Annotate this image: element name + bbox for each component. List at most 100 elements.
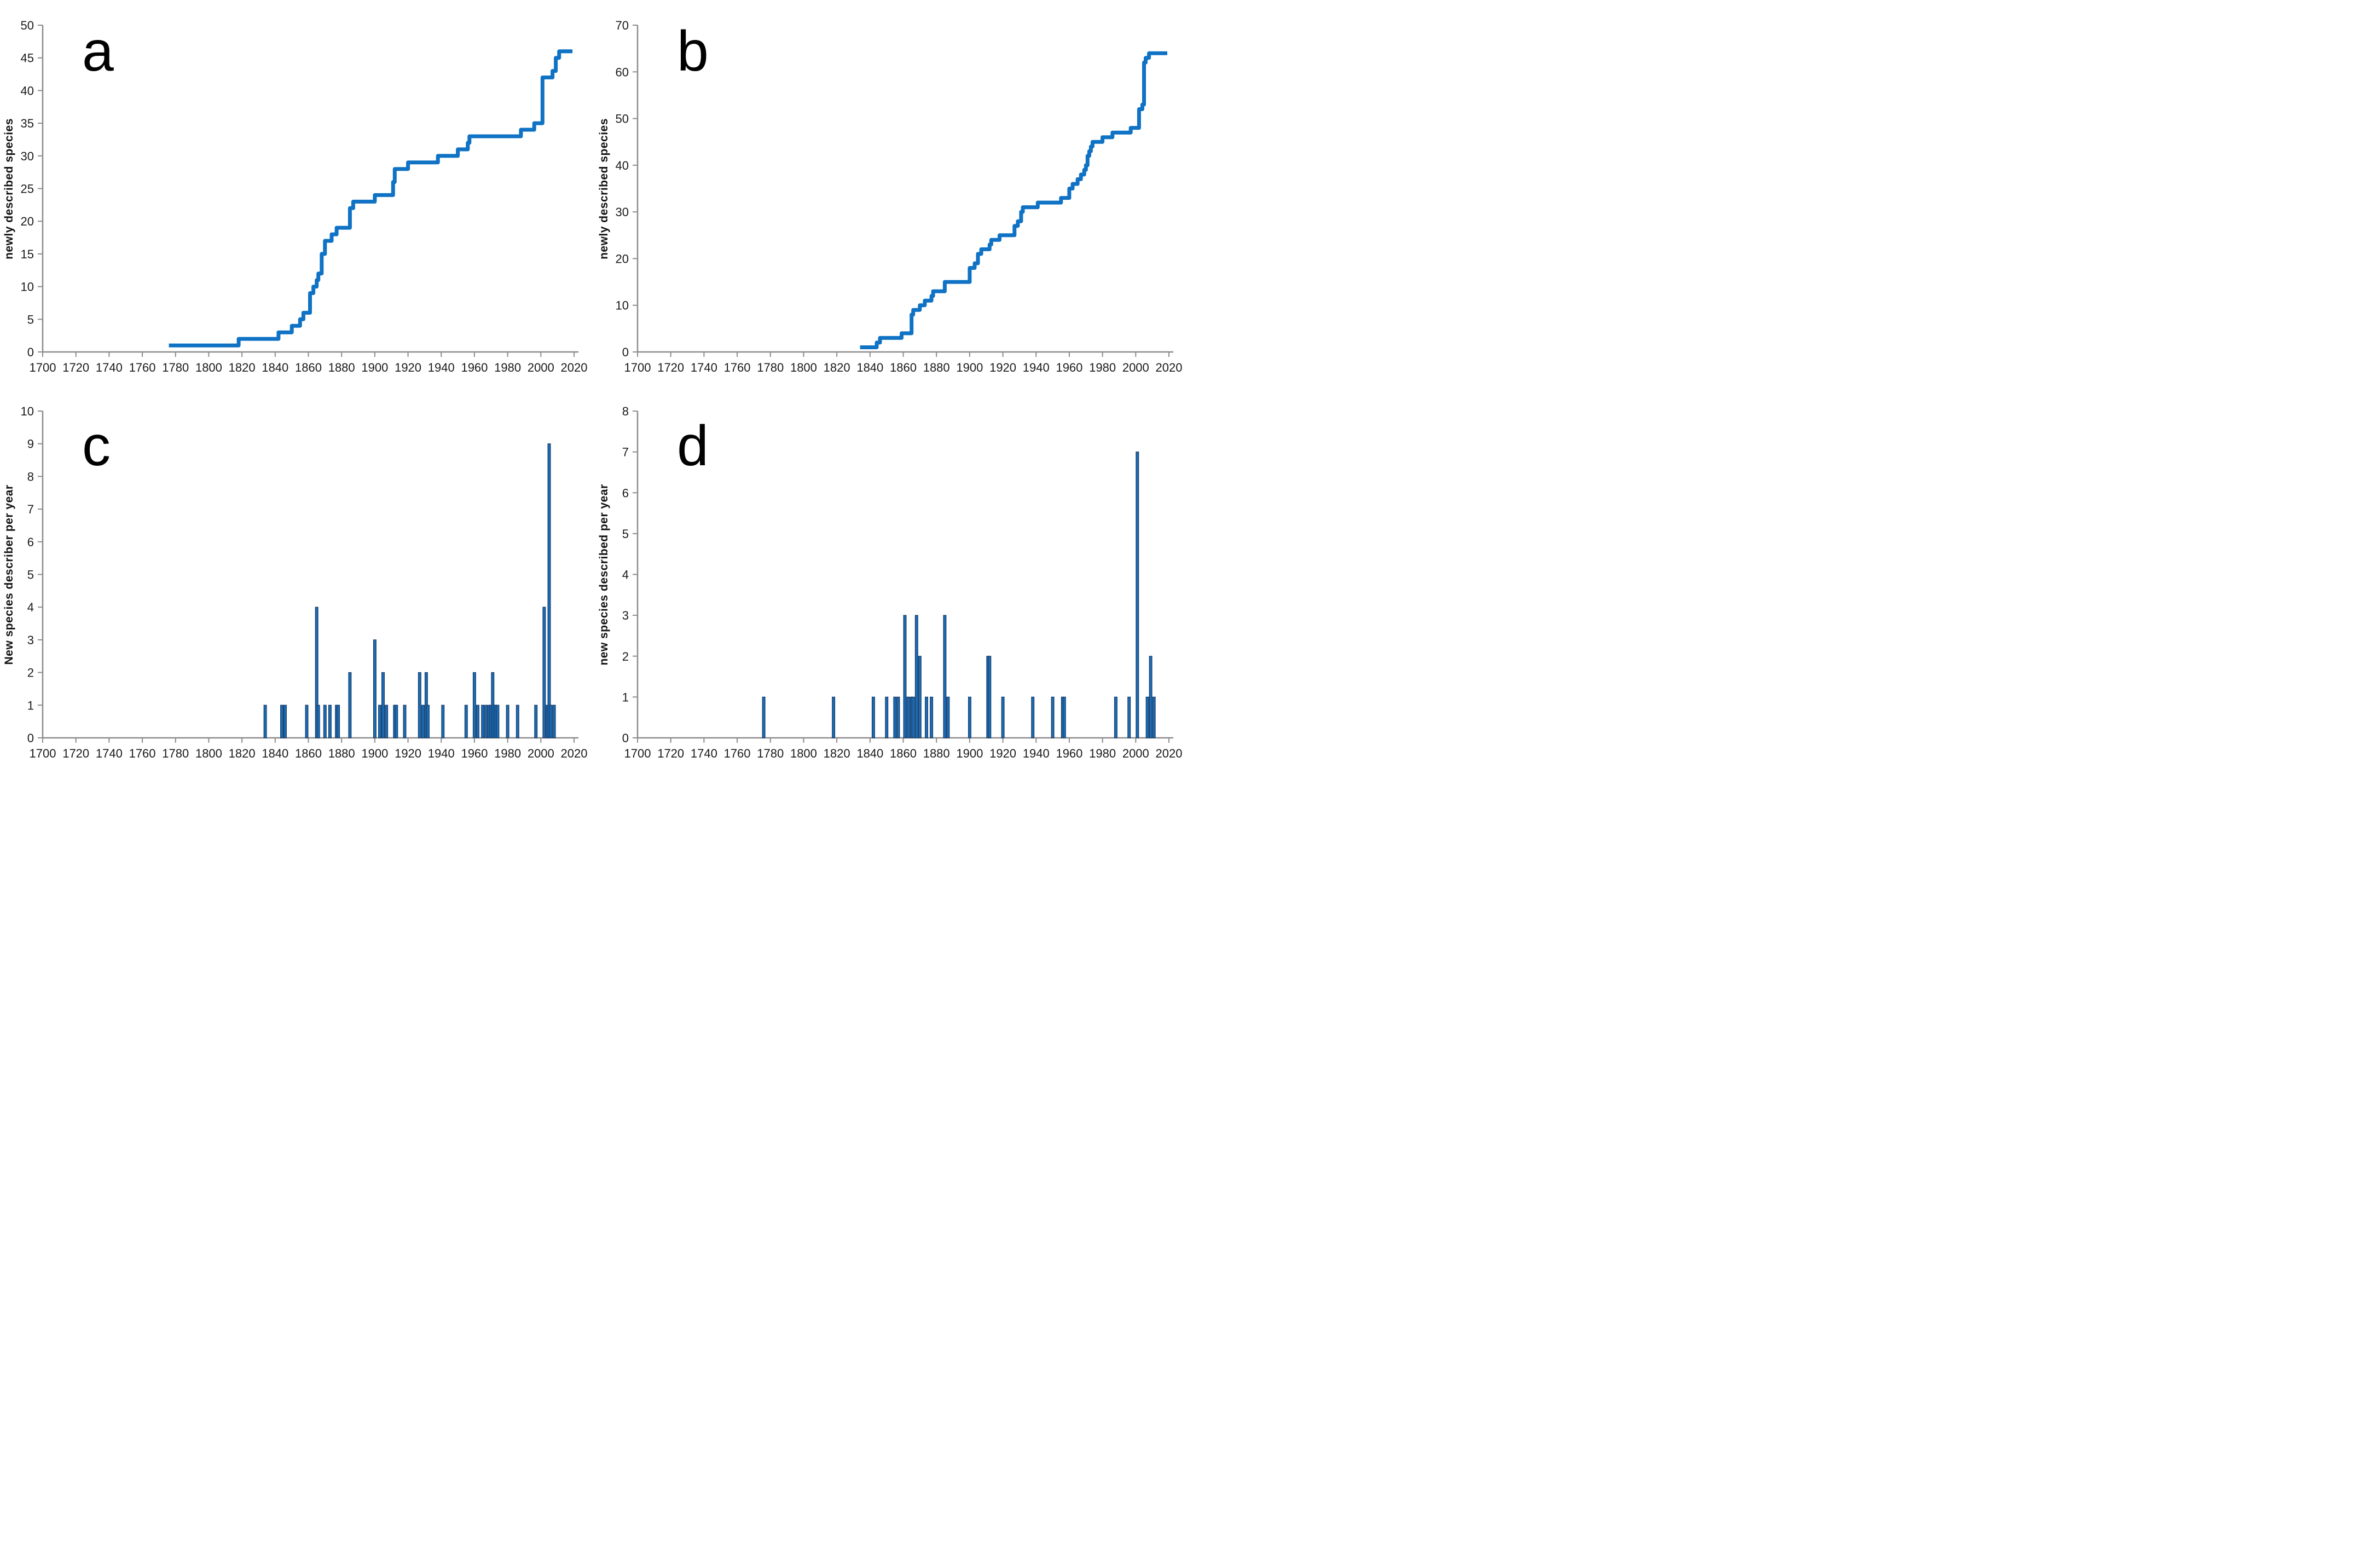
figure: a newly described species 1700 1720 1740 17… (0, 0, 1190, 772)
svg-text:35: 35 (21, 117, 34, 130)
svg-text:1960: 1960 (1056, 361, 1082, 374)
svg-text:1780: 1780 (757, 361, 784, 374)
svg-text:2020: 2020 (561, 747, 588, 760)
svg-text:10: 10 (21, 404, 34, 418)
svg-text:1840: 1840 (262, 361, 288, 374)
svg-text:0: 0 (27, 345, 34, 359)
svg-text:1980: 1980 (494, 361, 521, 374)
svg-text:1900: 1900 (956, 747, 983, 760)
svg-text:1700: 1700 (624, 747, 651, 760)
svg-text:1700: 1700 (624, 361, 651, 374)
svg-text:1720: 1720 (62, 747, 89, 760)
svg-text:1920: 1920 (989, 747, 1016, 760)
svg-text:1880: 1880 (923, 361, 950, 374)
svg-text:0: 0 (27, 731, 34, 745)
svg-text:40: 40 (616, 159, 629, 172)
svg-text:3: 3 (27, 633, 34, 647)
svg-text:2020: 2020 (561, 361, 588, 374)
svg-text:2: 2 (27, 666, 34, 680)
svg-text:1740: 1740 (96, 747, 123, 760)
svg-text:25: 25 (21, 182, 34, 196)
svg-text:15: 15 (21, 247, 34, 261)
svg-text:1: 1 (27, 698, 34, 712)
svg-text:1900: 1900 (361, 361, 388, 374)
svg-text:1760: 1760 (724, 361, 751, 374)
svg-text:7: 7 (622, 446, 629, 459)
svg-text:70: 70 (616, 19, 629, 32)
panel-a: a newly described species 1700 1720 1740 17… (0, 0, 595, 386)
svg-text:30: 30 (21, 149, 34, 163)
svg-text:8: 8 (622, 404, 629, 418)
svg-text:1920: 1920 (395, 361, 421, 374)
svg-text:1760: 1760 (129, 747, 156, 760)
svg-text:5: 5 (622, 527, 629, 541)
svg-text:1800: 1800 (195, 747, 222, 760)
svg-text:1720: 1720 (657, 361, 684, 374)
svg-text:1780: 1780 (757, 747, 784, 760)
svg-text:1880: 1880 (923, 747, 950, 760)
svg-text:8: 8 (27, 470, 34, 483)
svg-text:1980: 1980 (1089, 361, 1116, 374)
svg-text:1900: 1900 (361, 747, 388, 760)
y-axis-label-b: newly described species (598, 118, 610, 259)
svg-text:4: 4 (27, 600, 34, 614)
per-year-bar-chart-c: 1700 1720 1740 1760 1780 1800 1820 1840 1860 1880… (21, 404, 588, 760)
svg-text:2000: 2000 (528, 361, 554, 374)
svg-text:1740: 1740 (691, 361, 717, 374)
cumulative-step-chart-b: 1700 1720 1740 1760 1780 1800 1820 1840 1860 1880… (616, 19, 1183, 374)
panel-d: d new species described per year 1700 172… (595, 386, 1190, 772)
svg-text:1720: 1720 (657, 747, 684, 760)
y-axis-label-d: new species described per year (598, 484, 610, 666)
svg-text:60: 60 (616, 65, 629, 79)
panel-letter-b: b (677, 20, 709, 83)
svg-text:1780: 1780 (162, 747, 189, 760)
svg-text:1880: 1880 (328, 361, 355, 374)
y-axis-label-a: newly described species (3, 118, 15, 259)
svg-text:1940: 1940 (428, 747, 455, 760)
svg-text:1800: 1800 (195, 361, 222, 374)
svg-text:5: 5 (27, 313, 34, 326)
svg-text:1880: 1880 (328, 747, 355, 760)
svg-text:1860: 1860 (295, 361, 322, 374)
svg-text:50: 50 (616, 112, 629, 126)
svg-text:5: 5 (27, 568, 34, 582)
svg-text:1960: 1960 (461, 747, 488, 760)
svg-text:1740: 1740 (96, 361, 123, 374)
svg-text:2020: 2020 (1156, 747, 1183, 760)
panel-letter-d: d (677, 414, 709, 478)
svg-text:1940: 1940 (1023, 747, 1050, 760)
svg-text:2000: 2000 (1122, 361, 1149, 374)
svg-text:30: 30 (616, 205, 629, 219)
svg-text:1820: 1820 (229, 747, 256, 760)
svg-text:1900: 1900 (956, 361, 983, 374)
svg-text:1760: 1760 (724, 747, 751, 760)
svg-text:1940: 1940 (428, 361, 455, 374)
svg-text:1: 1 (622, 690, 629, 704)
svg-text:20: 20 (616, 252, 629, 265)
svg-text:1980: 1980 (494, 747, 521, 760)
svg-text:10: 10 (21, 280, 34, 294)
y-axis-label-c: New species describer per year (3, 484, 15, 665)
svg-text:1840: 1840 (856, 747, 883, 760)
svg-text:1860: 1860 (295, 747, 322, 760)
svg-text:7: 7 (27, 502, 34, 516)
svg-text:1840: 1840 (262, 747, 288, 760)
svg-text:2020: 2020 (1156, 361, 1183, 374)
svg-text:1700: 1700 (30, 361, 56, 374)
svg-text:2: 2 (622, 650, 629, 663)
svg-text:1800: 1800 (790, 361, 817, 374)
svg-text:1820: 1820 (824, 361, 850, 374)
svg-text:1720: 1720 (62, 361, 89, 374)
svg-text:1920: 1920 (395, 747, 421, 760)
svg-text:1780: 1780 (162, 361, 189, 374)
panel-letter-a: a (82, 20, 114, 83)
svg-text:1960: 1960 (1056, 747, 1082, 760)
svg-text:45: 45 (21, 51, 34, 65)
svg-text:1960: 1960 (461, 361, 488, 374)
cumulative-step-chart-a: 1700 1720 1740 1760 1780 1800 1820 1840 1860 1880… (21, 19, 588, 374)
svg-text:10: 10 (616, 299, 629, 313)
svg-text:1820: 1820 (824, 747, 850, 760)
svg-text:9: 9 (27, 437, 34, 451)
svg-text:1820: 1820 (229, 361, 256, 374)
svg-text:2000: 2000 (1122, 747, 1149, 760)
